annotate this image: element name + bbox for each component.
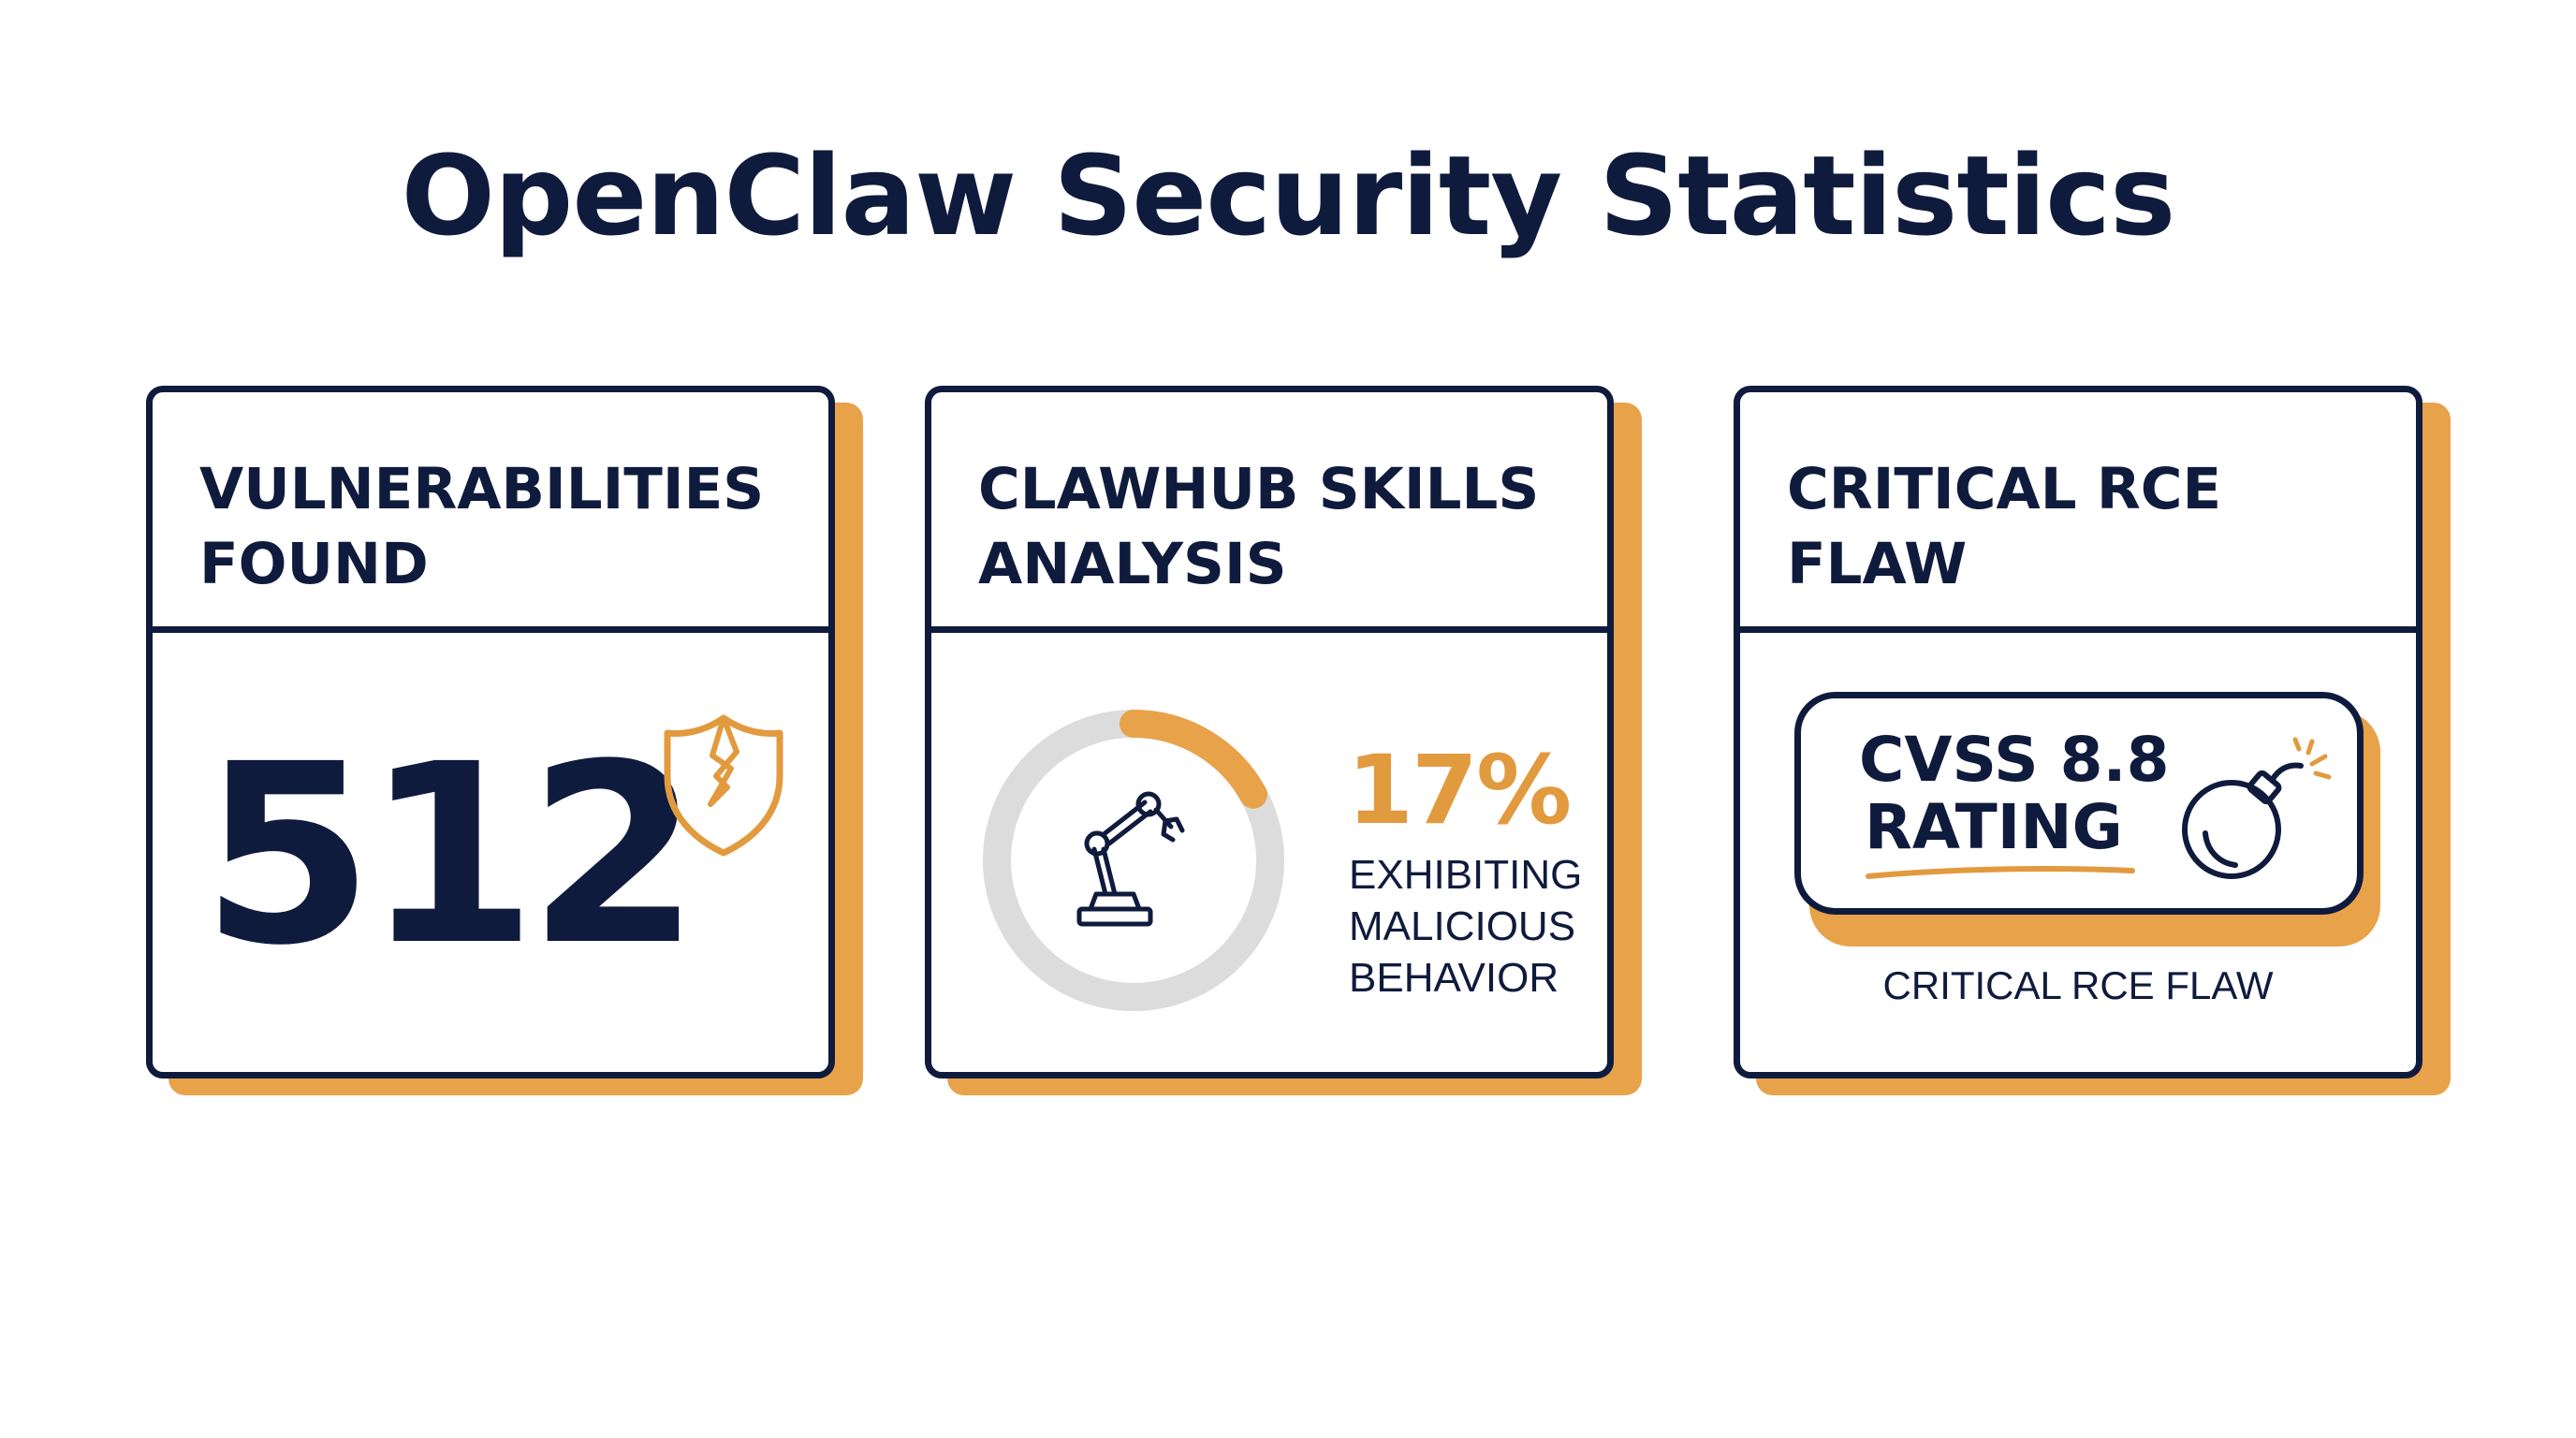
card-title-line: FOUND xyxy=(199,531,429,597)
description-line: MALICIOUS xyxy=(1349,903,1576,949)
cvss-caption: CRITICAL RCE FLAW xyxy=(1882,963,2274,1007)
bomb-icon xyxy=(2182,737,2332,879)
description-line: BEHAVIOR xyxy=(1349,955,1559,1001)
card-title-line: CRITICAL RCE xyxy=(1787,456,2222,522)
card-title-line: ANALYSIS xyxy=(978,531,1287,597)
robot-arm-icon xyxy=(1076,791,1185,927)
card-title-line: FLAW xyxy=(1787,531,1968,597)
cvss-score: CVSS 8.8 xyxy=(1859,724,2170,796)
broken-shield-icon xyxy=(664,714,783,857)
card-header: VULNERABILITIES FOUND xyxy=(153,392,828,633)
card-title-line: CLAWHUB SKILLS xyxy=(978,456,1540,522)
vulnerabilities-card: VULNERABILITIES FOUND 512 xyxy=(146,386,835,1078)
card-title: CRITICAL RCE FLAW xyxy=(1787,452,2221,602)
cvss-rating-text: CVSS 8.8 RATING xyxy=(1859,726,2170,861)
cvss-rating-badge: CVSS 8.8 RATING xyxy=(1794,692,2364,915)
card-header: CLAWHUB SKILLS ANALYSIS xyxy=(931,392,1607,633)
page-title: OpenClaw Security Statistics xyxy=(401,131,2176,260)
description-line: EXHIBITING xyxy=(1349,852,1583,898)
card-title: CLAWHUB SKILLS ANALYSIS xyxy=(978,452,1539,602)
clawhub-skills-card: CLAWHUB SKILLS ANALYSIS 17% EXHIBITING M… xyxy=(925,386,1614,1078)
malicious-percent-donut xyxy=(983,710,1284,1011)
vulnerability-count: 512 xyxy=(201,712,700,1000)
critical-rce-card: CRITICAL RCE FLAW CVSS 8.8 RATING xyxy=(1734,386,2422,1078)
donut-progress-arc xyxy=(983,710,1284,1011)
percent-description: EXHIBITING MALICIOUS BEHAVIOR xyxy=(1349,849,1582,1004)
malicious-percent: 17% xyxy=(1347,735,1572,846)
card-header: CRITICAL RCE FLAW xyxy=(1740,392,2416,633)
card-title: VULNERABILITIES FOUND xyxy=(199,452,764,602)
underline-stroke xyxy=(1866,866,2135,879)
cvss-rating-label: RATING xyxy=(1865,791,2123,863)
card-title-line: VULNERABILITIES xyxy=(199,456,765,522)
